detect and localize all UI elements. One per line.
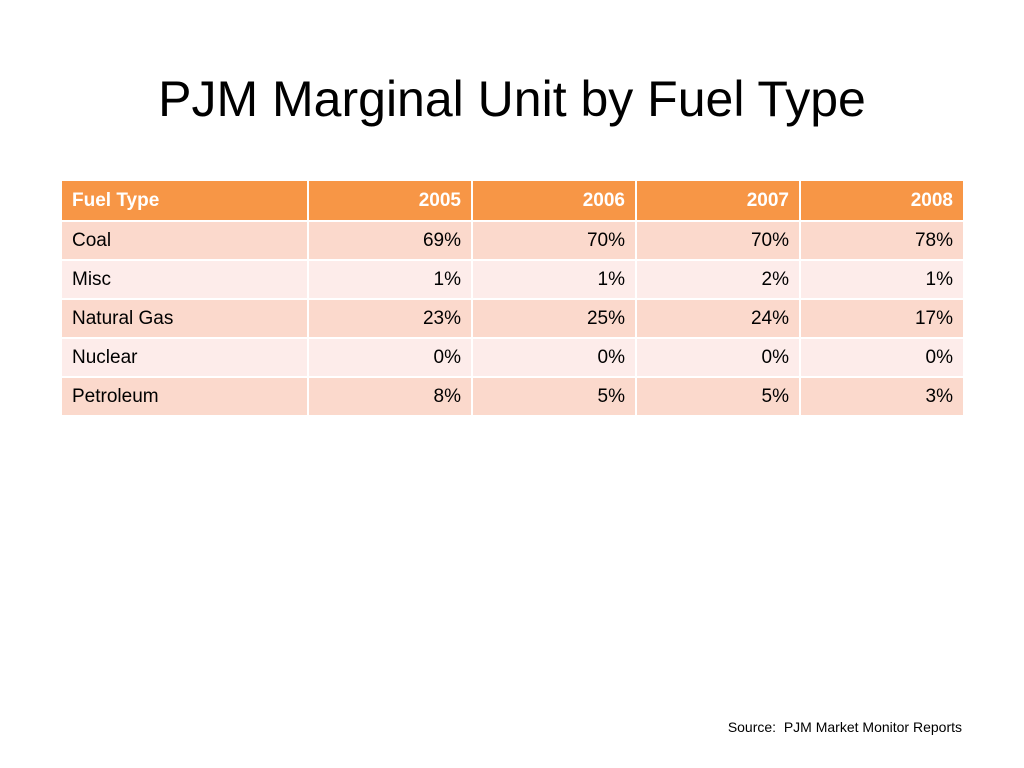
table-cell-fuel-type: Natural Gas (60, 298, 309, 339)
table-cell-2008: 3% (799, 376, 965, 417)
table-row-nuclear: Nuclear 0% 0% 0% 0% (60, 337, 965, 378)
table-cell-fuel-type: Misc (60, 259, 309, 300)
table-cell-2008: 1% (799, 259, 965, 300)
column-header-fuel-type: Fuel Type (60, 179, 309, 222)
table-cell-2008: 17% (799, 298, 965, 339)
table-row-misc: Misc 1% 1% 2% 1% (60, 259, 965, 300)
column-header-2008: 2008 (799, 179, 965, 222)
table-cell-2007: 5% (635, 376, 801, 417)
table-cell-2007: 24% (635, 298, 801, 339)
table-cell-2005: 23% (307, 298, 473, 339)
column-header-2005: 2005 (307, 179, 473, 222)
table-cell-fuel-type: Coal (60, 220, 309, 261)
table-cell-fuel-type: Nuclear (60, 337, 309, 378)
fuel-type-table: Fuel Type 2005 2006 2007 2008 Coal 69% 7… (60, 179, 965, 417)
table-row-coal: Coal 69% 70% 70% 78% (60, 220, 965, 261)
table-header-row: Fuel Type 2005 2006 2007 2008 (60, 179, 965, 222)
table-cell-2007: 0% (635, 337, 801, 378)
column-header-2007: 2007 (635, 179, 801, 222)
table-cell-2007: 2% (635, 259, 801, 300)
table-cell-2005: 69% (307, 220, 473, 261)
table-cell-2008: 78% (799, 220, 965, 261)
table-cell-2006: 1% (471, 259, 637, 300)
table-cell-2006: 70% (471, 220, 637, 261)
column-header-2006: 2006 (471, 179, 637, 222)
source-note: Source: PJM Market Monitor Reports (727, 719, 962, 735)
table-cell-2005: 1% (307, 259, 473, 300)
table-cell-2006: 5% (471, 376, 637, 417)
table-cell-2006: 25% (471, 298, 637, 339)
table-row-petroleum: Petroleum 8% 5% 5% 3% (60, 376, 965, 417)
table-cell-2007: 70% (635, 220, 801, 261)
table-cell-fuel-type: Petroleum (60, 376, 309, 417)
table-row-natural-gas: Natural Gas 23% 25% 24% 17% (60, 298, 965, 339)
table-cell-2008: 0% (799, 337, 965, 378)
table-cell-2006: 0% (471, 337, 637, 378)
table-cell-2005: 8% (307, 376, 473, 417)
table-cell-2005: 0% (307, 337, 473, 378)
slide-title: PJM Marginal Unit by Fuel Type (158, 71, 866, 127)
